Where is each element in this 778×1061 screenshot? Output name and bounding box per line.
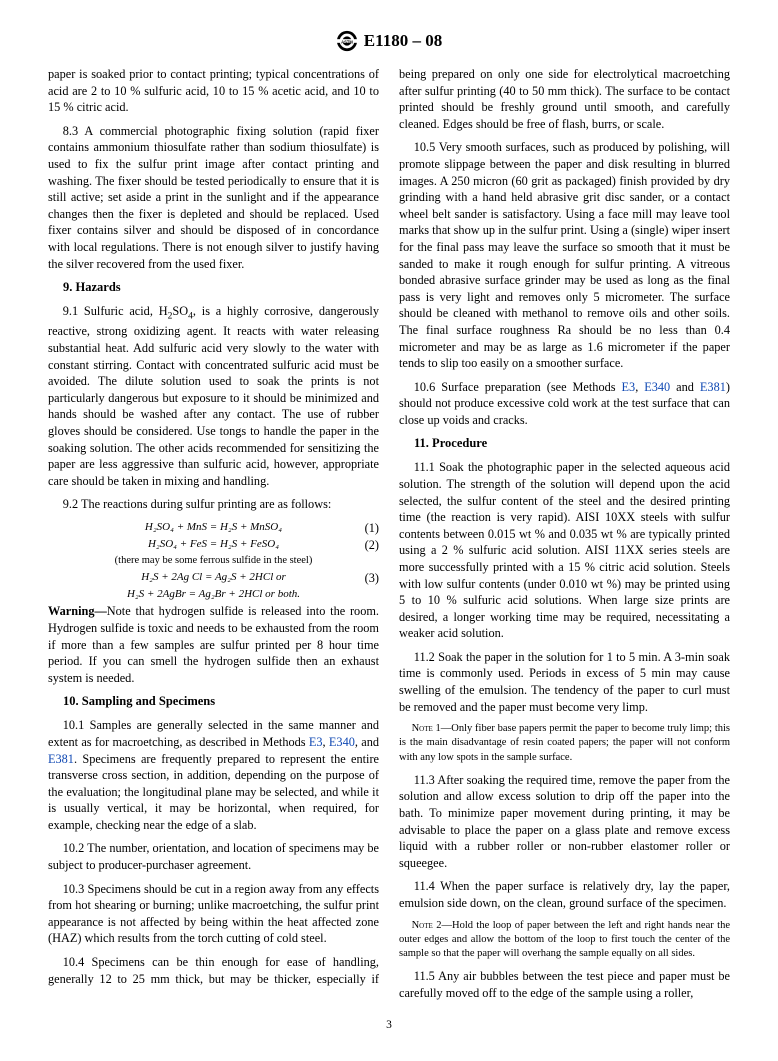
t: , is a highly corrosive, dangerously rea… <box>48 304 379 488</box>
eq-number: (3) <box>365 570 379 587</box>
ref-e381[interactable]: E381 <box>700 380 726 394</box>
para-11-3: 11.3 After soaking the required time, re… <box>399 772 730 872</box>
equation-1: H₂SO₄ + MnS = H₂S + MnSO₄ (1) <box>48 520 379 535</box>
note-label: Note 2— <box>412 920 452 931</box>
t: . Specimens are frequently prepared to r… <box>48 752 379 832</box>
heading-11: 11. Procedure <box>399 435 730 452</box>
para-9-2: 9.2 The reactions during sulfur printing… <box>48 496 379 513</box>
t: SO <box>172 304 188 318</box>
note-2: Note 2—Hold the loop of paper between th… <box>399 919 730 962</box>
svg-text:ASTM: ASTM <box>341 39 353 44</box>
para-9-1: 9.1 Sulfuric acid, H2SO4, is a highly co… <box>48 303 379 489</box>
equation-3b: H₂S + 2AgBr = Ag₂Br + 2HCl or both. <box>48 587 379 602</box>
note-label: Note 1— <box>412 723 452 734</box>
para-11-2: 11.2 Soak the paper in the solution for … <box>399 649 730 715</box>
para-10-2: 10.2 The number, orientation, and locati… <box>48 840 379 873</box>
t: 9.1 Sulfuric acid, H <box>63 304 168 318</box>
eq-body: H₂SO₄ + FeS = H₂S + FeSO₄ <box>48 537 379 552</box>
equation-2: H₂SO₄ + FeS = H₂S + FeSO₄ (2) <box>48 537 379 552</box>
t: , <box>635 380 644 394</box>
para-8-3: 8.3 A commercial photographic fixing sol… <box>48 123 379 272</box>
ref-e3[interactable]: E3 <box>622 380 636 394</box>
eq-body: H₂SO₄ + MnS = H₂S + MnSO₄ <box>48 520 379 535</box>
ref-e381[interactable]: E381 <box>48 752 74 766</box>
warning-label: Warning— <box>48 604 107 618</box>
t: , and <box>355 735 379 749</box>
warning: Warning—Note that hydrogen sulfide is re… <box>48 603 379 686</box>
heading-9: 9. Hazards <box>48 279 379 296</box>
para-11-1: 11.1 Soak the photographic paper in the … <box>399 459 730 642</box>
para-11-4: 11.4 When the paper surface is relativel… <box>399 878 730 911</box>
equation-note: (there may be some ferrous sulfide in th… <box>48 554 379 568</box>
eq-number: (2) <box>365 537 379 554</box>
equation-3a: H₂S + 2Ag Cl = Ag₂S + 2HCl or (3) <box>48 570 379 585</box>
document-header: ASTM E1180 – 08 <box>48 30 730 52</box>
eq-number: (1) <box>365 520 379 537</box>
para-11-5: 11.5 Any air bubbles between the test pi… <box>399 968 730 1001</box>
eq-body: H₂S + 2Ag Cl = Ag₂S + 2HCl or <box>48 570 379 585</box>
heading-10: 10. Sampling and Specimens <box>48 693 379 710</box>
page-number: 3 <box>48 1019 730 1031</box>
astm-logo-icon: ASTM <box>336 30 358 52</box>
note-1: Note 1—Only fiber base papers permit the… <box>399 722 730 765</box>
body-columns: paper is soaked prior to contact printin… <box>48 66 730 1001</box>
para-10-3: 10.3 Specimens should be cut in a region… <box>48 881 379 947</box>
para-10-5: 10.5 Very smooth surfaces, such as produ… <box>399 139 730 371</box>
para-10-6: 10.6 Surface preparation (see Methods E3… <box>399 379 730 429</box>
para-10-1: 10.1 Samples are generally selected in t… <box>48 717 379 833</box>
ref-e3[interactable]: E3 <box>309 735 323 749</box>
ref-e340[interactable]: E340 <box>329 735 355 749</box>
para-8-intro: paper is soaked prior to contact printin… <box>48 66 379 116</box>
t: 10.6 Surface preparation (see Methods <box>414 380 622 394</box>
page: ASTM E1180 – 08 paper is soaked prior to… <box>0 0 778 1061</box>
designation: E1180 – 08 <box>364 31 442 51</box>
ref-e340[interactable]: E340 <box>644 380 670 394</box>
t: and <box>670 380 700 394</box>
